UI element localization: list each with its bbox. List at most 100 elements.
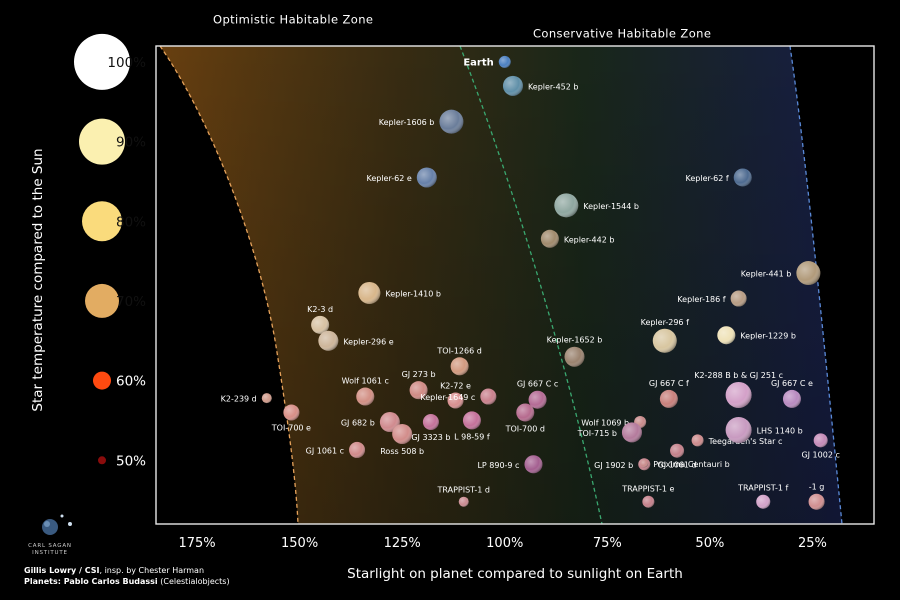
- logo-highlight-icon: [44, 521, 50, 527]
- planet-ross-508-b: Ross 508 b: [380, 423, 424, 456]
- planet-label: Kepler-441 b: [741, 270, 792, 279]
- planet-label: Kepler-296 e: [343, 337, 393, 346]
- planet-label: TRAPPIST-1 d: [436, 486, 489, 495]
- credit-line-author: Gillis Lowry / CSI, insp. by Chester Har…: [24, 566, 204, 575]
- planet-shading: [730, 290, 747, 307]
- planet-shading: [458, 496, 469, 507]
- planet-shading: [416, 167, 437, 188]
- planet-shading: [480, 388, 497, 405]
- outer-boundary: [789, 45, 843, 525]
- planet-label: GJ 1902 b: [594, 461, 633, 470]
- planet-shading: [621, 422, 642, 443]
- planet-label: L 98-59 f: [454, 432, 490, 441]
- y-axis-label: Star temperature compared to the Sun: [30, 148, 46, 411]
- planet-toi-715-b: TOI-715 b: [577, 422, 642, 443]
- planet-gj-667-c-f: GJ 667 C f: [649, 379, 689, 408]
- planet-kepler-1652-b: Kepler-1652 b: [547, 336, 602, 367]
- planet-gj-1061-d: GJ 1061 d: [658, 443, 697, 470]
- planet-trappist-1-d: TRAPPIST-1 d: [436, 486, 490, 507]
- planet-label: TOI-1266 d: [436, 346, 481, 355]
- planet-shading: [318, 330, 339, 351]
- planet-shading: [392, 423, 413, 444]
- star-70-icon: [85, 283, 119, 318]
- planet-shading: [725, 416, 752, 443]
- x-tick-label: 125%: [384, 536, 421, 551]
- planet-label: LP 890-9 c: [477, 461, 519, 470]
- star-100-icon: [74, 33, 130, 90]
- planet-label: Kepler-452 b: [528, 82, 579, 91]
- planet-markers: Earth Kepler-452 b Kepler-1606 b Kepler-62 …: [221, 55, 840, 510]
- y-tick-label: 90%: [116, 135, 146, 151]
- planet-label: Kepler-62 e: [366, 174, 411, 183]
- planet-k2-288-b-b-gj-251-c: K2-288 B b & GJ 251 c: [694, 371, 783, 408]
- planet-label: Earth: [463, 57, 493, 68]
- planet-shading: [540, 229, 559, 248]
- planet-1-g: -1 g: [808, 483, 825, 510]
- planet-kepler-441-b: Kepler-441 b: [741, 261, 821, 286]
- planet-shading: [502, 75, 523, 96]
- planet-shading: [808, 493, 825, 510]
- planet-shading: [439, 109, 464, 134]
- planet-gj-3323-b: GJ 3323 b: [411, 414, 450, 442]
- planet-shading: [691, 434, 704, 447]
- planet-label: GJ 682 b: [341, 419, 375, 428]
- habitable-zone-band: [159, 45, 843, 525]
- x-axis: 175% 150% 125% 100% 75% 50% 25%: [178, 536, 826, 551]
- planet-label: GJ 1061 d: [658, 461, 697, 470]
- planet-label: Kepler-1229 b: [740, 332, 796, 341]
- plot-border: [155, 45, 875, 525]
- planet-toi-700-d: TOI-700 d: [505, 403, 545, 433]
- optimistic-inner-boundary: [159, 45, 299, 525]
- planet-kepler-1410-b: Kepler-1410 b: [358, 281, 441, 304]
- planet-label: TRAPPIST-1 e: [621, 485, 674, 494]
- planet-shading: [528, 390, 547, 409]
- planet-label: Kepler-62 f: [686, 174, 729, 183]
- planet-shading: [311, 315, 330, 334]
- planet-label: GJ 667 C f: [649, 379, 689, 388]
- logo-star-icon: [68, 522, 72, 526]
- planet-label: Kepler-296 f: [641, 318, 689, 327]
- planet-label: TOI-700 e: [271, 423, 311, 432]
- planet-label: GJ 1061 c: [306, 446, 344, 455]
- conservative-zone-label: Conservative Habitable Zone: [533, 27, 711, 41]
- planet-label: Kepler-1410 b: [385, 289, 441, 298]
- credit-planets-name: Planets: Pablo Carlos Budassi: [24, 577, 158, 586]
- planet-shading: [717, 326, 736, 345]
- planet-shading: [640, 459, 649, 468]
- planet-trappist-1-e: TRAPPIST-1 e: [621, 485, 675, 508]
- planet-label: Kepler-186 f: [677, 295, 725, 304]
- planet-label: GJ 667 C c: [517, 380, 558, 389]
- planet-label: K2-239 d: [221, 395, 257, 404]
- planet-shading: [733, 168, 752, 187]
- planet-shading: [670, 443, 685, 458]
- planet-shading: [516, 403, 535, 422]
- planet-kepler-442-b: Kepler-442 b: [540, 229, 614, 248]
- planet-shading: [379, 412, 400, 433]
- planet-lhs-1140-b: LHS 1140 b: [725, 416, 803, 443]
- planet-shading: [462, 411, 481, 430]
- planet-shading: [498, 55, 511, 68]
- planet-earth: Earth: [463, 55, 511, 68]
- x-tick-label: 25%: [798, 536, 827, 551]
- planet-shading: [283, 404, 300, 421]
- x-tick-label: 50%: [695, 536, 724, 551]
- planet-l-98-59-f: L 98-59 f: [454, 411, 490, 441]
- planet-gj-273-b: GJ 273 b: [402, 370, 436, 400]
- planet-kepler-296-e: Kepler-296 e: [318, 330, 394, 351]
- planet-shading: [659, 389, 678, 408]
- logo-title: CARL SAGAN: [28, 543, 72, 549]
- planet-label: GJ 3323 b: [411, 433, 450, 442]
- planet-wolf-1061-c: Wolf 1061 c: [342, 377, 389, 406]
- planet-shading: [756, 494, 771, 509]
- planet-gj-667-c-c: GJ 667 C c: [517, 380, 558, 409]
- planet-k2-239-d: K2-239 d: [221, 393, 272, 404]
- plot-frame: [155, 45, 875, 525]
- planet-kepler-1649-c: Kepler-1649 c: [420, 388, 497, 405]
- logo-moon-icon: [60, 514, 64, 518]
- planet-lp-890-9-c: LP 890-9 c: [477, 455, 543, 474]
- zone-legend: Optimistic Habitable Zone Conservative Ha…: [157, 13, 788, 41]
- x-tick-label: 75%: [593, 536, 622, 551]
- planet-label: Kepler-1649 c: [420, 393, 475, 402]
- credit-author-rest: , insp. by Chester Harman: [99, 566, 205, 575]
- planet-kepler-186-f: Kepler-186 f: [677, 290, 747, 307]
